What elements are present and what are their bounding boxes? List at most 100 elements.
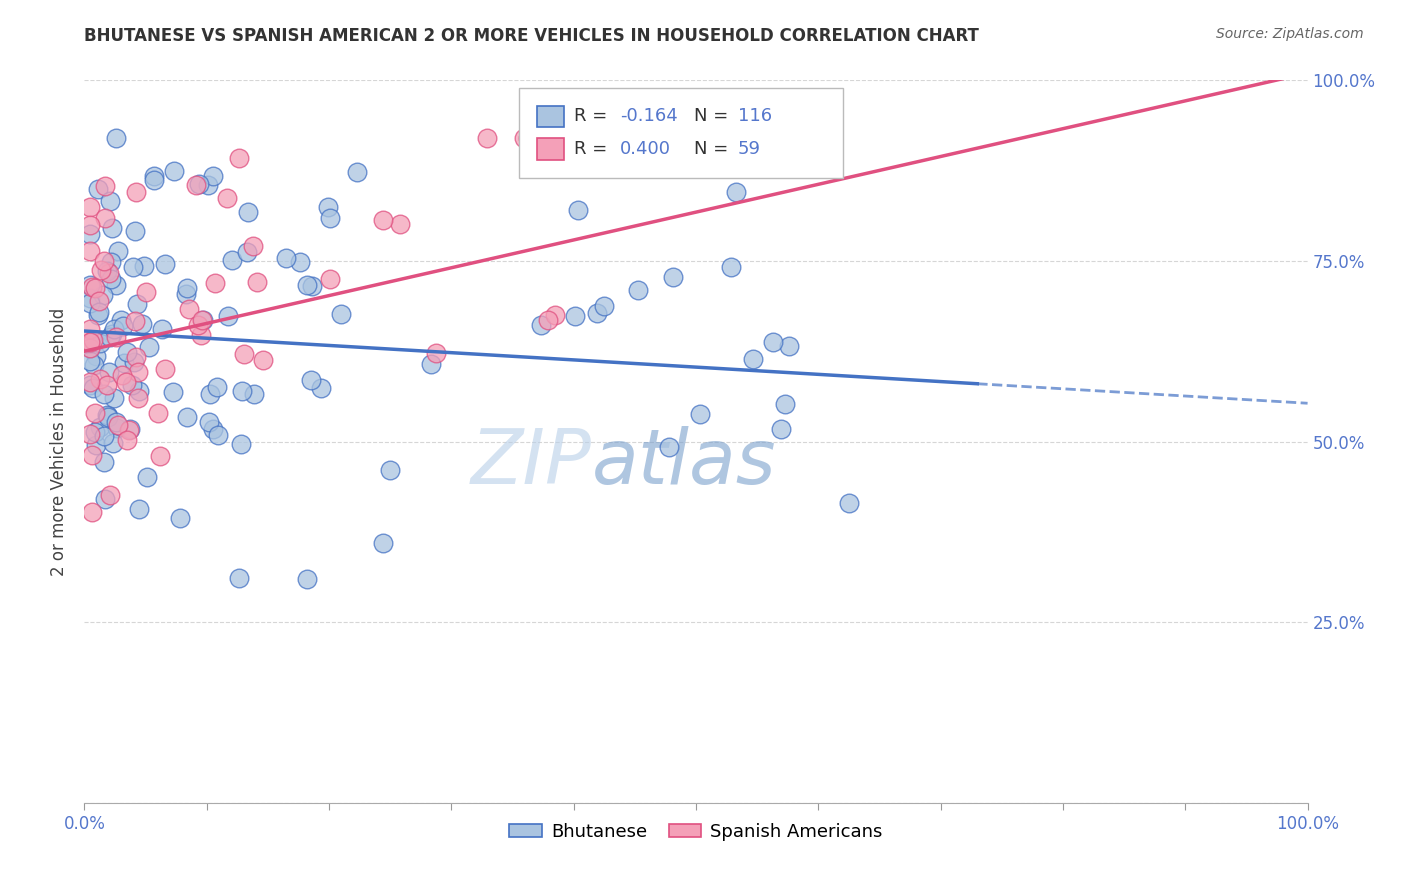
Text: 0.400: 0.400 <box>620 140 671 158</box>
Point <box>79 278 101 293</box>
Point <box>419 357 441 371</box>
Point <box>184 178 207 192</box>
Text: Source: ZipAtlas.com: Source: ZipAtlas.com <box>1216 27 1364 41</box>
Point <box>98 365 121 379</box>
Point <box>205 380 228 394</box>
Point <box>231 384 253 399</box>
Point <box>316 200 339 214</box>
Point <box>174 287 197 301</box>
Point <box>217 309 239 323</box>
Point <box>103 322 125 336</box>
Point <box>79 334 101 349</box>
Point <box>176 410 198 425</box>
Point <box>84 280 107 294</box>
Point <box>97 409 120 423</box>
Text: N =: N = <box>693 140 734 158</box>
Point <box>79 376 101 390</box>
Text: R =: R = <box>574 140 613 158</box>
Point <box>149 449 172 463</box>
Point <box>110 312 132 326</box>
Point <box>97 409 120 424</box>
Point <box>82 381 104 395</box>
FancyBboxPatch shape <box>537 105 564 128</box>
Point <box>84 350 107 364</box>
Point <box>105 278 128 293</box>
Point <box>124 314 146 328</box>
Point <box>217 191 239 205</box>
Point <box>94 178 117 193</box>
Point <box>204 276 226 290</box>
Point <box>190 327 212 342</box>
Point <box>93 455 115 469</box>
Point <box>98 488 121 502</box>
Point <box>82 333 104 347</box>
Point <box>90 263 112 277</box>
Point <box>329 307 352 321</box>
Legend: Bhutanese, Spanish Americans: Bhutanese, Spanish Americans <box>502 815 890 848</box>
Point <box>135 285 157 299</box>
Point <box>232 346 254 360</box>
Point <box>117 344 139 359</box>
Point <box>720 260 742 274</box>
Point <box>475 131 498 145</box>
Point <box>201 169 224 183</box>
Point <box>187 318 209 333</box>
Point <box>586 306 609 320</box>
Point <box>79 291 101 305</box>
Point <box>111 318 134 333</box>
Point <box>127 391 149 405</box>
Point <box>122 260 145 274</box>
Point <box>288 254 311 268</box>
Y-axis label: 2 or more Vehicles in Household: 2 or more Vehicles in Household <box>51 308 69 575</box>
Point <box>87 294 110 309</box>
Point <box>84 437 107 451</box>
Point <box>143 169 166 184</box>
Point <box>176 281 198 295</box>
Point <box>105 415 128 429</box>
Point <box>689 407 711 421</box>
Point <box>188 178 211 192</box>
Point <box>725 185 748 199</box>
Point <box>169 510 191 524</box>
Point <box>79 341 101 355</box>
Point <box>319 271 342 285</box>
Point <box>89 372 111 386</box>
Point <box>79 227 101 241</box>
Point <box>103 435 125 450</box>
Point <box>838 496 860 510</box>
Point <box>567 202 589 217</box>
Point <box>297 572 319 586</box>
Point <box>107 420 129 434</box>
Point <box>91 288 114 302</box>
Point <box>100 255 122 269</box>
Point <box>153 257 176 271</box>
Point <box>112 356 135 370</box>
Point <box>163 163 186 178</box>
Point <box>136 470 159 484</box>
Point <box>231 437 253 451</box>
Point <box>100 327 122 342</box>
Point <box>125 350 148 364</box>
Point <box>662 270 685 285</box>
Point <box>79 244 101 258</box>
Point <box>425 345 447 359</box>
Point <box>128 384 150 398</box>
Point <box>105 131 128 145</box>
Point <box>87 305 110 319</box>
Point <box>84 406 107 420</box>
Point <box>742 351 765 366</box>
Point <box>79 322 101 336</box>
Point <box>79 427 101 442</box>
Point <box>778 339 800 353</box>
Point <box>98 330 121 344</box>
Point <box>371 536 394 550</box>
Point <box>191 313 214 327</box>
Point <box>100 272 122 286</box>
Point <box>191 313 214 327</box>
Point <box>299 373 322 387</box>
Point <box>127 365 149 379</box>
Point <box>228 571 250 585</box>
Point <box>79 341 101 355</box>
Point <box>96 408 118 422</box>
Point <box>125 185 148 199</box>
